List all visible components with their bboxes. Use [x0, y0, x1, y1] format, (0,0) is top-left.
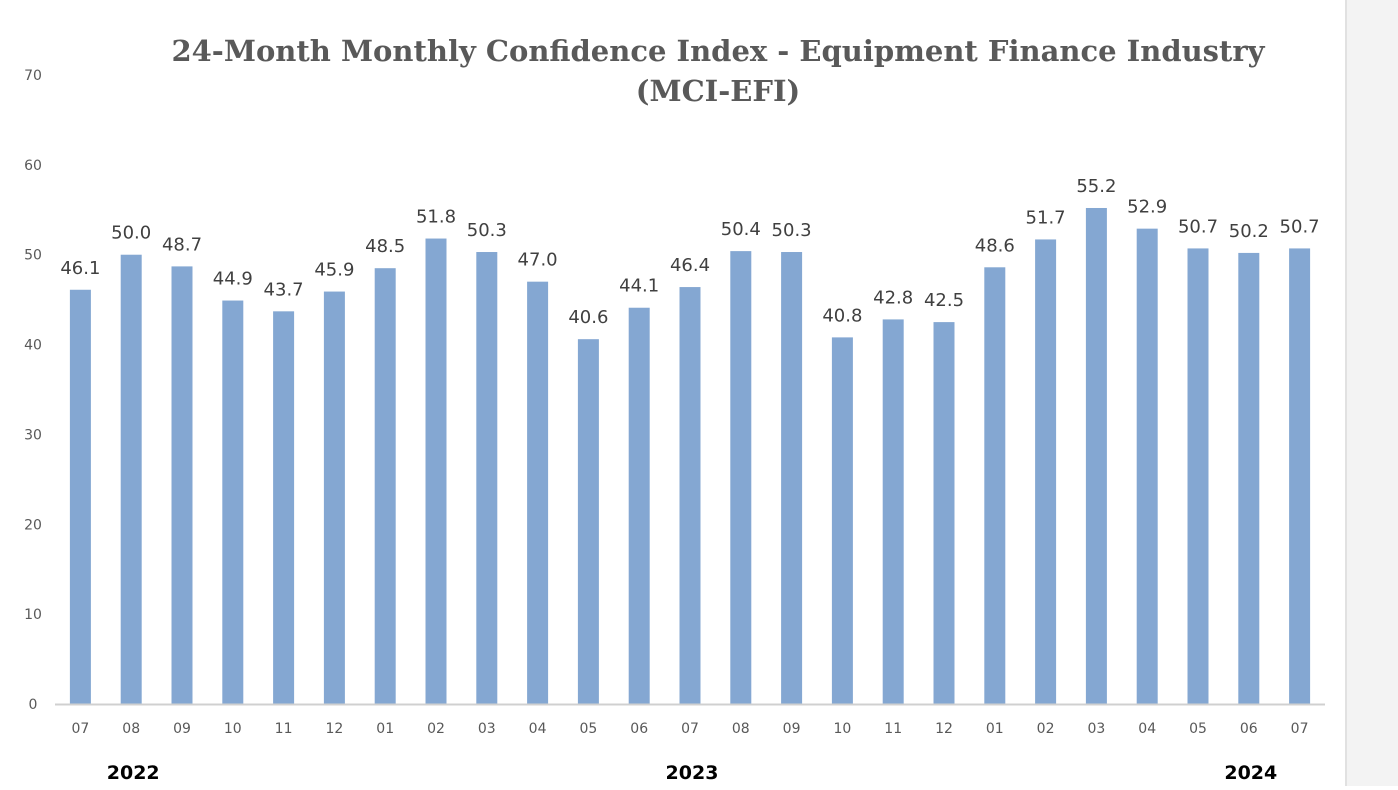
y-axis-ticks: 0 10 20 30 40 50 60 70: [24, 68, 42, 713]
data-label: 48.6: [975, 235, 1015, 256]
data-label: 44.9: [213, 269, 253, 290]
data-label: 44.1: [619, 276, 659, 297]
right-edge-panel: [1345, 0, 1398, 786]
bar: [476, 252, 498, 705]
x-tick-label: 08: [122, 721, 140, 737]
data-label: 51.7: [1026, 207, 1066, 228]
data-label: 48.5: [365, 236, 405, 257]
bar: [171, 266, 193, 704]
x-tick-label: 12: [325, 721, 343, 737]
x-tick-label: 11: [884, 721, 902, 737]
x-tick-label: 11: [275, 721, 293, 737]
bar: [69, 289, 91, 704]
year-label: 2024: [1224, 762, 1277, 784]
x-tick-label: 04: [1138, 721, 1156, 737]
bar: [628, 307, 650, 704]
chart-area: 24-Month Monthly Confidence Index - Equi…: [24, 34, 1325, 784]
data-label: 46.4: [670, 255, 710, 276]
y-tick-label: 40: [24, 338, 42, 354]
data-label: 40.8: [822, 305, 862, 326]
bar: [323, 291, 345, 704]
bar: [222, 300, 244, 704]
y-tick-label: 60: [24, 158, 42, 174]
data-label: 50.4: [721, 219, 761, 240]
data-label: 51.8: [416, 207, 456, 228]
bar: [1136, 228, 1158, 705]
bar: [577, 339, 599, 704]
bar-chart: 24-Month Monthly Confidence Index - Equi…: [24, 34, 1325, 784]
data-label: 46.1: [60, 258, 100, 279]
data-label: 50.7: [1280, 216, 1320, 237]
y-tick-label: 20: [24, 517, 42, 533]
x-tick-label: 06: [1240, 721, 1258, 737]
bar: [679, 287, 701, 704]
x-tick-label: 03: [1087, 721, 1105, 737]
bar: [1187, 248, 1209, 704]
x-tick-label: 08: [732, 721, 750, 737]
x-tick-label: 09: [173, 721, 191, 737]
x-tick-label: 12: [935, 721, 953, 737]
data-label: 40.6: [568, 307, 608, 328]
y-tick-label: 0: [29, 697, 38, 713]
data-label: 52.9: [1127, 197, 1167, 218]
bar: [1238, 252, 1260, 704]
data-label: 43.7: [264, 279, 304, 300]
bar: [425, 238, 447, 705]
x-tick-label: 01: [986, 721, 1004, 737]
data-label: 50.2: [1229, 221, 1269, 242]
data-labels: 46.1 50.0 48.7 44.9 43.7 45.9 48.5 51.8 50.3 47.0…: [60, 176, 1319, 328]
year-label: 2022: [107, 762, 160, 784]
x-tick-label: 07: [71, 721, 89, 737]
data-label: 50.7: [1178, 216, 1218, 237]
data-label: 42.5: [924, 290, 964, 311]
data-label: 50.3: [467, 220, 507, 241]
x-tick-label: 05: [1189, 721, 1207, 737]
bar: [730, 251, 752, 704]
year-labels: 2022 2023 2024: [107, 762, 1277, 784]
y-tick-label: 50: [24, 248, 42, 264]
x-axis-ticks: 07 08 09 10 11 12 01 02 03 04 05 06 07 08 09 10 11 12 01 02…: [71, 721, 1308, 737]
y-tick-label: 30: [24, 427, 42, 443]
x-tick-label: 04: [529, 721, 547, 737]
x-tick-label: 10: [833, 721, 851, 737]
x-tick-label: 05: [579, 721, 597, 737]
x-tick-label: 10: [224, 721, 242, 737]
bar: [527, 281, 549, 704]
x-tick-label: 02: [1037, 721, 1055, 737]
x-tick-label: 03: [478, 721, 496, 737]
year-label: 2023: [666, 762, 719, 784]
data-label: 42.8: [873, 287, 913, 308]
bar: [1289, 248, 1311, 704]
y-tick-label: 70: [24, 68, 42, 84]
bar: [882, 319, 904, 704]
bar: [781, 252, 803, 705]
x-tick-label: 06: [630, 721, 648, 737]
bar: [273, 311, 295, 704]
chart-subtitle: (MCI-EFI): [636, 74, 800, 108]
bar-series: [69, 207, 1311, 705]
chart-title: 24-Month Monthly Confidence Index - Equi…: [171, 34, 1265, 68]
x-tick-label: 09: [783, 721, 801, 737]
bar: [933, 322, 955, 704]
data-label: 50.0: [111, 223, 151, 244]
data-label: 47.0: [518, 250, 558, 271]
x-tick-label: 07: [1291, 721, 1309, 737]
bar: [1035, 239, 1057, 704]
x-tick-label: 02: [427, 721, 445, 737]
x-tick-label: 07: [681, 721, 699, 737]
bar: [120, 254, 142, 704]
y-tick-label: 10: [24, 607, 42, 623]
data-label: 48.7: [162, 234, 202, 255]
bar: [831, 337, 853, 704]
data-label: 50.3: [772, 220, 812, 241]
data-label: 45.9: [314, 260, 354, 281]
bar: [374, 268, 396, 704]
x-tick-label: 01: [376, 721, 394, 737]
bar: [984, 267, 1006, 704]
bar: [1085, 207, 1107, 704]
data-label: 55.2: [1076, 176, 1116, 197]
